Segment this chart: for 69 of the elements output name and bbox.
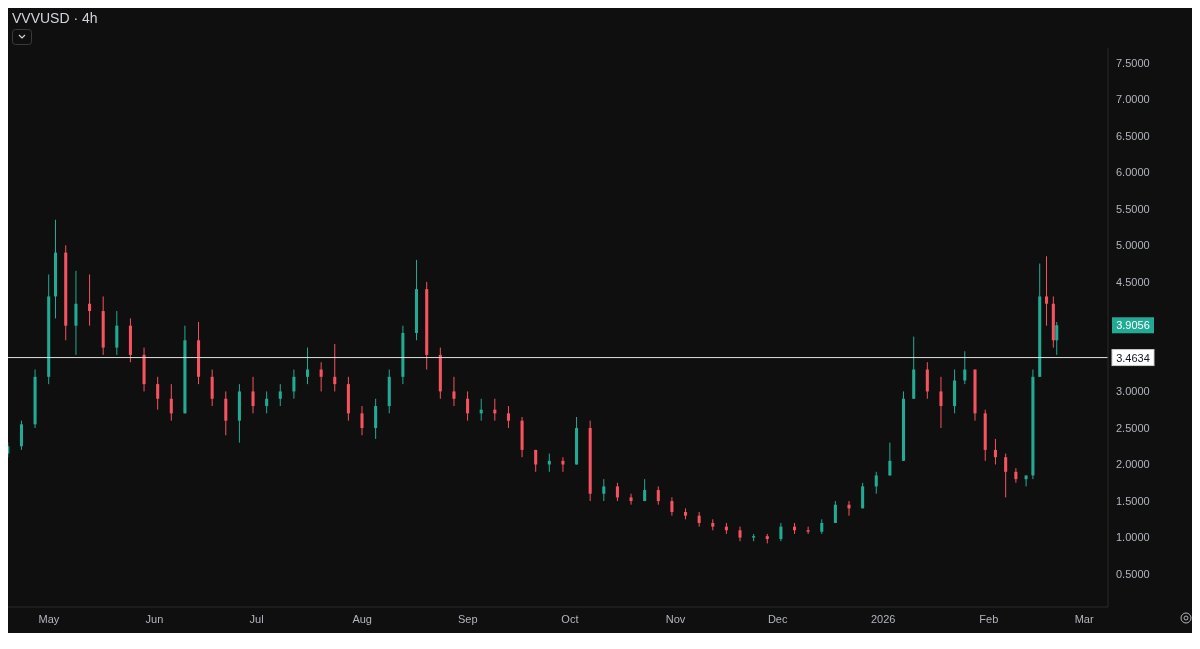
candlestick <box>452 376 456 407</box>
candlestick <box>925 361 929 400</box>
candlestick <box>506 405 510 429</box>
candlestick <box>319 361 323 392</box>
y-tick-label: 5.0000 <box>1116 239 1150 252</box>
y-tick-label: 6.5000 <box>1116 129 1150 142</box>
candlestick <box>656 485 660 506</box>
y-tick-label: 1.5000 <box>1116 494 1150 507</box>
candlestick <box>115 310 119 356</box>
candlestick <box>629 493 633 506</box>
candlestick <box>888 442 892 476</box>
y-tick-label: 2.5000 <box>1116 421 1150 434</box>
candlestick <box>466 390 470 422</box>
candlestick <box>1024 474 1028 487</box>
candlestick <box>265 390 269 414</box>
candlestick <box>1055 321 1059 356</box>
y-tick-label: 7.5000 <box>1116 56 1150 69</box>
candlestick <box>615 482 619 502</box>
y-tick-label: 6.0000 <box>1116 166 1150 179</box>
candlestick <box>670 496 674 517</box>
candlestick <box>861 482 865 509</box>
x-tick-label: Sep <box>457 612 478 625</box>
chart-title: VVVUSD · 4h <box>12 10 98 26</box>
x-tick-label: Feb <box>979 612 999 625</box>
x-tick-label: May <box>38 612 60 625</box>
candlestick <box>251 376 255 414</box>
candlestick <box>374 398 378 440</box>
candlestick <box>833 500 837 524</box>
x-tick-label: 2026 <box>870 612 896 625</box>
x-tick-label: Oct <box>561 612 579 625</box>
candlestick <box>169 383 173 422</box>
candlestick <box>1014 467 1018 484</box>
candlestick <box>1045 255 1049 327</box>
y-tick-label: 5.5000 <box>1116 202 1150 215</box>
x-tick-label: Jul <box>249 612 264 625</box>
x-tick-label: Jun <box>145 612 164 625</box>
x-tick-label: Aug <box>352 612 372 625</box>
text: 3.9056 <box>1116 319 1150 332</box>
candlestick <box>292 369 296 400</box>
candlestick <box>333 343 337 392</box>
candlestick <box>305 347 310 385</box>
x-tick-label: Dec <box>767 612 788 625</box>
ref-line-label: 3.4634 <box>1116 351 1150 364</box>
candlestick <box>224 390 228 436</box>
candlestick <box>806 526 810 535</box>
candlestick <box>1004 453 1008 498</box>
candlestick <box>847 500 851 517</box>
candlestick <box>19 420 23 451</box>
y-tick-label: 0.5000 <box>1116 568 1150 581</box>
x-tick-label: Mar <box>1074 612 1094 625</box>
y-tick-label: 2.0000 <box>1116 458 1150 471</box>
candlestick <box>874 471 878 495</box>
candlestick <box>88 274 92 327</box>
candlestick <box>360 405 364 436</box>
candlestick <box>779 522 783 542</box>
y-tick-label: 1.0000 <box>1116 531 1150 544</box>
candlestick <box>74 270 78 356</box>
candlestick <box>561 456 565 473</box>
candlestick <box>993 438 997 466</box>
candlestick <box>547 453 551 473</box>
candlestick <box>210 369 214 407</box>
y-tick-label: 7.0000 <box>1116 93 1150 106</box>
candlestick <box>602 478 606 502</box>
candlestick <box>156 376 160 411</box>
candlestick <box>939 376 943 429</box>
candlestick <box>278 383 282 407</box>
y-tick-label: 4.5000 <box>1116 275 1150 288</box>
x-tick-label: Nov <box>665 612 686 625</box>
y-tick-label: 3.0000 <box>1116 385 1150 398</box>
